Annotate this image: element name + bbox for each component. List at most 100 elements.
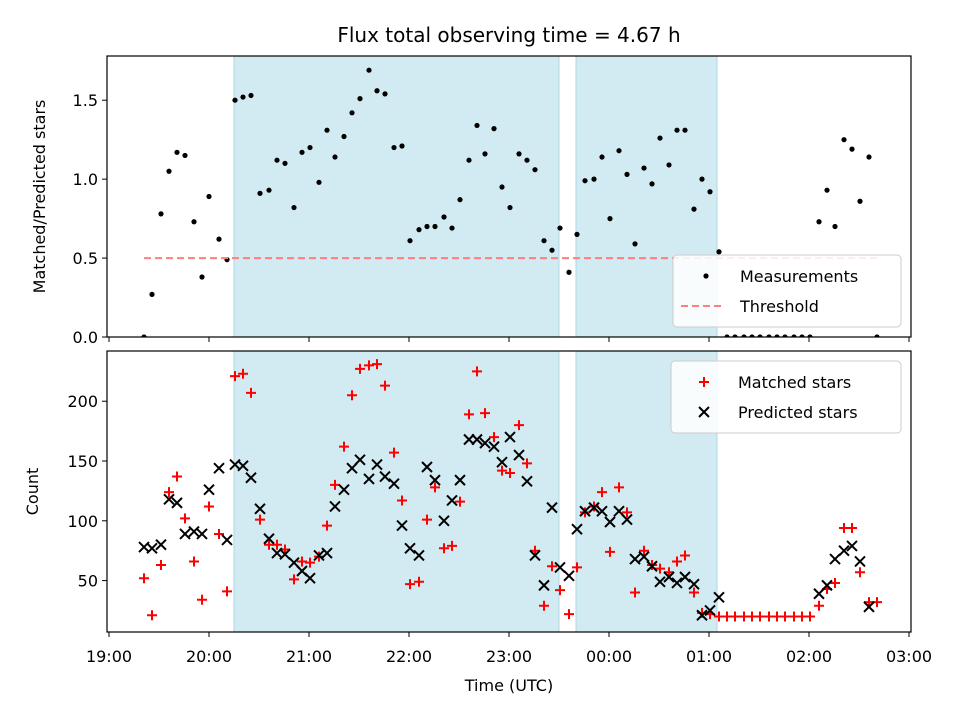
predicted-star-point [488,440,500,453]
legend-label: Predicted stars [738,403,858,422]
measurement-point [591,176,597,182]
x-tick-label: 01:00 [686,647,732,666]
measurement-point [557,225,563,231]
predicted-star-point [821,579,833,592]
y-tick-label: 150 [67,452,98,471]
legend-marker-predicted [698,406,710,418]
predicted-star-point [596,505,608,517]
matched-star-point [305,557,315,568]
legend-label: Matched stars [738,373,851,392]
matched-star-point [372,359,382,370]
measurement-point [374,88,380,94]
measurement-point [599,154,605,160]
matched-star-point [405,579,415,590]
predicted-star-point [654,576,666,588]
measurement-point [549,247,555,253]
measurement-point [566,269,572,275]
matched-star-point [222,586,232,597]
x-tick-label: 22:00 [386,647,432,666]
measurement-point [182,152,188,159]
predicted-star-point [188,525,200,538]
measurement-point [516,151,522,157]
matched-star-point [172,471,182,482]
measurement-point [541,238,547,244]
predicted-star-point [371,458,383,471]
measurement-point [616,148,622,154]
matched-star-point [539,600,549,611]
predicted-star-point [438,515,450,527]
predicted-star-point [404,542,416,555]
y-tick-label: 50 [78,572,98,591]
measurement-point [407,238,413,244]
predicted-star-point [471,433,483,446]
x-tick-label: 03:00 [886,647,932,666]
matched-star-point [464,409,474,420]
predicted-star-point [279,548,291,560]
ratio-panel: 0.0 0.5 1.0 1.5 Matched/Predicted stars Measu… [30,55,912,347]
matched-star-point [614,482,624,493]
matched-star-point [547,561,557,572]
measurement-point [349,110,355,116]
measurement-point [632,241,638,247]
matched-star-point [730,611,740,622]
measurement-point [582,178,588,184]
y-tick-label: 1.0 [73,170,98,189]
measurement-point [282,160,288,166]
measurement-point [206,193,212,200]
predicted-star-point [504,431,516,443]
predicted-star-point [671,577,683,589]
measurement-point [391,144,397,151]
matched-star-point [414,576,424,587]
measurement-point [399,143,405,149]
matched-star-point [330,479,340,490]
measurement-point [341,133,347,140]
matched-star-point [339,441,349,452]
measurement-point [816,219,822,225]
predicted-star-point [604,516,616,528]
predicted-star-point [621,513,633,526]
legend-marker-measurements [703,273,709,279]
x-tick-label: 20:00 [186,647,232,666]
predicted-star-point [179,528,191,540]
predicted-star-point [363,473,375,485]
legend-label: Measurements [740,267,858,286]
matched-star-point [355,363,365,374]
x-tick-label: 23:00 [486,647,532,666]
measurement-point [299,149,305,155]
matched-star-point [246,387,256,398]
measurement-point [240,94,246,100]
measurement-point [457,197,463,203]
matched-star-point [522,458,532,469]
y-axis-label: Matched/Predicted stars [30,100,49,294]
measurement-point [799,334,805,337]
matched-star-point [238,368,248,379]
measurement-point [274,157,280,163]
measurement-point [691,206,697,212]
matched-star-point [447,540,457,551]
matched-star-point [439,543,449,554]
measurement-point [174,149,180,155]
predicted-star-point [379,470,391,483]
measurement-point [866,154,872,160]
measurement-point [849,146,855,152]
measurement-point [607,216,613,222]
legend-box [672,254,902,328]
predicted-star-point [496,456,508,468]
x-tick-label: 19:00 [86,647,132,666]
predicted-star-point [854,555,866,568]
measurement-point [682,127,688,133]
predicted-star-point [588,501,600,514]
measurement-point [441,214,447,220]
predicted-star-point [221,534,233,546]
legend-box [670,360,902,434]
measurement-point [641,165,647,171]
predicted-star-point [313,549,325,562]
measurement-point [657,135,663,141]
observing-interval-shade [233,55,560,338]
matched-star-point [622,507,632,518]
predicted-star-point [479,437,491,449]
predicted-star-point [446,494,458,507]
predicted-star-point [696,609,708,621]
measurement-point [191,219,197,225]
